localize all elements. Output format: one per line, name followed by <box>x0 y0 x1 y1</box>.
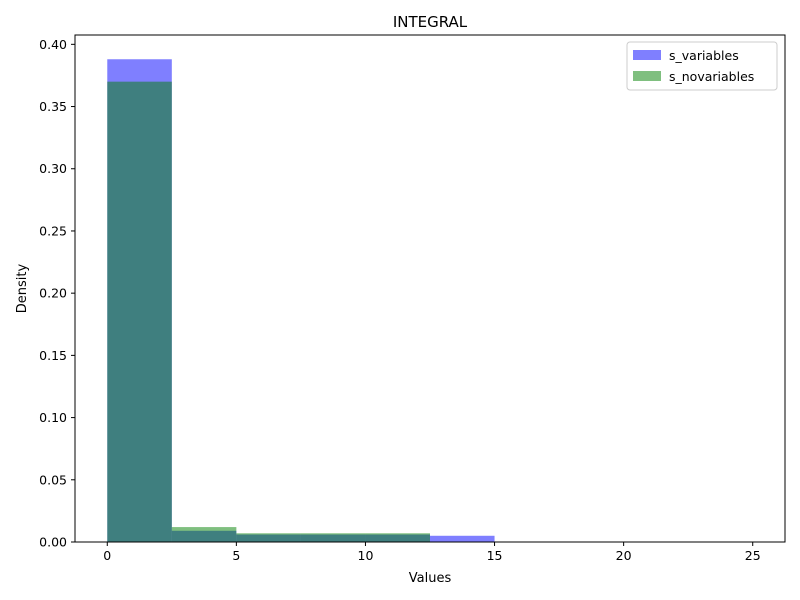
legend-label-s_novariables: s_novariables <box>669 69 754 84</box>
bar-s_novariables-0 <box>107 81 172 543</box>
legend-box <box>626 41 778 91</box>
y-tick-label: 0.05 <box>39 472 67 487</box>
y-tick-label: 0.35 <box>39 99 67 114</box>
x-tick-label: 5 <box>232 548 240 563</box>
x-tick-label: 0 <box>103 548 111 563</box>
y-tick-label: 0.30 <box>39 161 67 176</box>
y-tick-label: 0.00 <box>39 535 67 550</box>
x-axis-label: Values <box>409 571 452 586</box>
y-axis-label: Density <box>15 263 30 313</box>
bar-s_novariables-3 <box>300 533 366 542</box>
bar-s_variables-5 <box>430 535 495 542</box>
chart-title: INTEGRAL <box>393 13 468 31</box>
legend-swatch-s_novariables <box>633 71 661 81</box>
y-axis: 0.00 0.05 0.10 0.15 0.20 0.25 0.30 0.35 0.40 <box>39 37 75 550</box>
plot-frame <box>74 34 786 543</box>
x-axis: 0 5 10 15 20 25 <box>103 542 761 563</box>
x-tick-label: 15 <box>487 548 503 563</box>
x-tick-label: 10 <box>358 548 374 563</box>
legend-swatch-s_variables <box>633 50 661 60</box>
x-tick-label: 20 <box>616 548 632 563</box>
y-tick-label: 0.15 <box>39 348 67 363</box>
y-tick-label: 0.20 <box>39 286 67 301</box>
bar-s_novariables-2 <box>236 533 301 542</box>
bar-s_novariables-4 <box>365 533 430 542</box>
y-tick-label: 0.25 <box>39 223 67 238</box>
legend-label-s_variables: s_variables <box>669 48 739 63</box>
y-tick-label: 0.40 <box>39 37 67 52</box>
bar-s_novariables-1 <box>171 527 237 542</box>
y-tick-label: 0.10 <box>39 410 67 425</box>
bars-layer <box>107 59 495 543</box>
x-tick-label: 25 <box>745 548 761 563</box>
legend: s_variables s_novariables <box>626 41 778 91</box>
